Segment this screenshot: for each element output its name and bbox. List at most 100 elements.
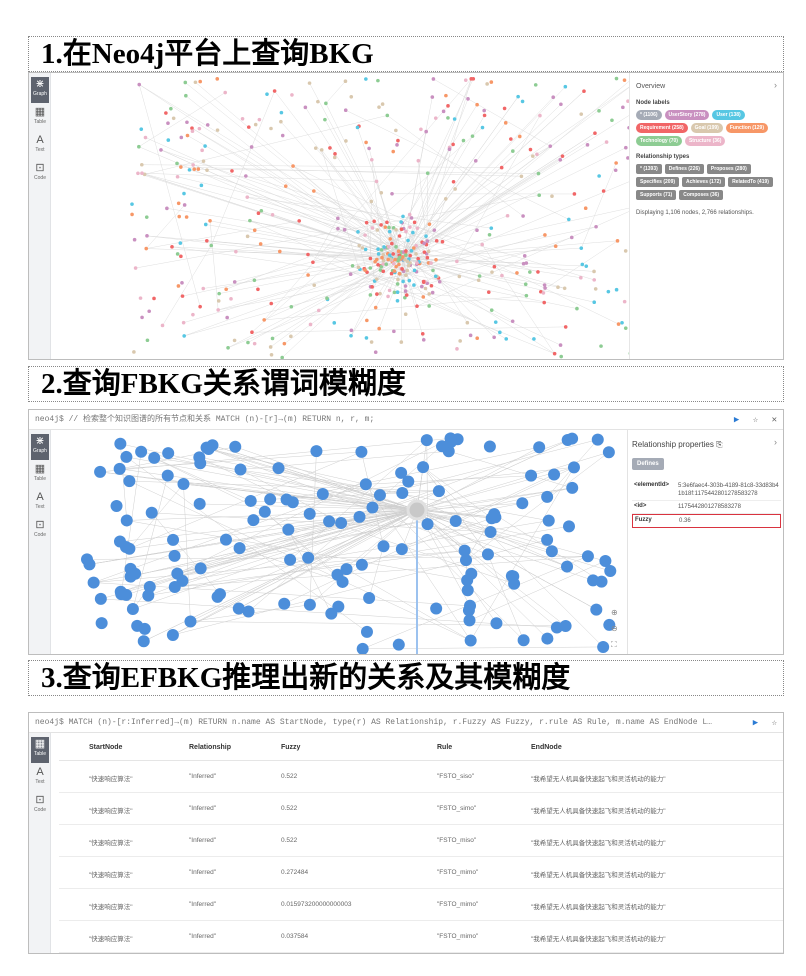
graph-node[interactable] [377,326,381,331]
graph-node[interactable] [509,137,513,141]
graph-node[interactable] [279,119,283,124]
graph-node[interactable] [603,618,616,631]
table-row[interactable]: "快速响应算法" "Inferred" 0.015973200000000003 "F… [59,889,783,921]
graph-node[interactable] [401,214,405,219]
graph-node[interactable] [414,243,418,248]
graph-node[interactable] [397,262,401,267]
graph-node[interactable] [126,602,139,615]
graph-node[interactable] [356,642,369,655]
graph-node[interactable] [490,270,494,274]
graph-node[interactable] [396,249,401,254]
graph-node[interactable] [480,242,484,247]
graph-node[interactable] [147,309,151,314]
graph-node[interactable] [585,143,590,147]
graph-node[interactable] [226,345,230,350]
graph-node[interactable] [229,297,233,301]
graph-node[interactable] [488,508,501,521]
graph-node[interactable] [269,352,274,357]
graph-node[interactable] [252,228,257,232]
graph-node[interactable] [522,254,527,258]
graph-node[interactable] [332,321,337,325]
graph-node[interactable] [244,494,257,507]
graph-node[interactable] [421,279,426,284]
zoom-out-icon[interactable]: ⊖ [611,624,618,633]
table-row[interactable]: "快速响应算法" "Inferred" 0.522 "FSTO_simo" "我希望无人… [59,793,783,825]
graph-node[interactable] [569,235,574,240]
graph-node[interactable] [389,271,394,276]
graph-node[interactable] [313,146,318,150]
node-label-pill[interactable]: Structure (36) [684,136,726,146]
graph-node[interactable] [176,201,181,206]
graph-node[interactable] [177,214,182,219]
graph-node[interactable] [278,597,291,610]
graph-node[interactable] [312,283,317,287]
graph-node[interactable] [395,543,408,556]
graph-node[interactable] [455,259,459,264]
graph-node[interactable] [384,262,389,267]
graph-node[interactable] [443,197,448,201]
graph-node[interactable] [132,350,136,354]
graph-node[interactable] [364,77,368,81]
graph-node[interactable] [185,120,189,125]
graph-node[interactable] [393,257,397,262]
graph-node[interactable] [424,234,428,238]
graph-node[interactable] [485,82,489,86]
graph-view-button[interactable]: ⋇ Graph [31,77,49,103]
graph-node[interactable] [270,336,275,341]
graph-node[interactable] [142,589,155,602]
graph-node[interactable] [395,143,399,147]
graph-node[interactable] [408,261,412,265]
graph-node[interactable] [140,171,144,175]
graph-node[interactable] [162,447,175,460]
graph-node[interactable] [356,230,360,234]
graph-node[interactable] [614,161,618,165]
graph-node[interactable] [415,226,420,231]
graph-node[interactable] [521,214,525,218]
graph-node[interactable] [391,261,396,266]
graph-node[interactable] [475,102,479,107]
relationship-type-pill[interactable]: * (1393) [636,164,662,174]
graph-node[interactable] [482,108,486,113]
graph-node[interactable] [404,273,408,278]
graph-node[interactable] [538,113,542,118]
graph-node[interactable] [623,249,628,253]
graph-node[interactable] [542,283,547,287]
graph-node[interactable] [280,133,285,138]
graph-node[interactable] [615,239,620,243]
graph-node[interactable] [446,104,450,108]
graph-node[interactable] [252,278,257,283]
graph-node[interactable] [205,123,210,127]
graph-node[interactable] [464,599,477,612]
graph-node[interactable] [440,239,445,244]
relationship-badge[interactable]: Defines [632,458,664,470]
graph-node[interactable] [282,523,295,536]
graph-node[interactable] [268,345,273,349]
graph-node[interactable] [209,243,214,248]
text-view-button[interactable]: A Text [31,490,49,516]
graph-node[interactable] [348,272,353,277]
graph-node[interactable] [179,135,184,140]
graph-node[interactable] [124,570,137,583]
graph-node[interactable] [399,220,403,224]
graph-node[interactable] [446,116,450,120]
graph-node[interactable] [359,478,372,491]
graph-node[interactable] [353,510,366,523]
bkg-graph-canvas[interactable] [52,73,658,360]
graph-node[interactable] [144,215,149,219]
graph-node[interactable] [284,553,297,566]
favorite-icon[interactable]: ☆ [752,415,759,425]
node-label-pill[interactable]: Requirement (258) [636,123,688,133]
graph-node[interactable] [312,189,316,193]
graph-node[interactable] [175,161,179,166]
graph-node[interactable] [217,291,221,296]
graph-node[interactable] [333,152,337,156]
graph-node[interactable] [550,621,563,634]
graph-node[interactable] [363,592,376,605]
graph-node[interactable] [464,634,477,647]
graph-node[interactable] [383,225,388,229]
graph-node[interactable] [404,229,408,234]
graph-node[interactable] [408,225,412,229]
graph-node[interactable] [558,158,563,162]
graph-node[interactable] [270,212,275,217]
graph-node[interactable] [463,614,476,627]
